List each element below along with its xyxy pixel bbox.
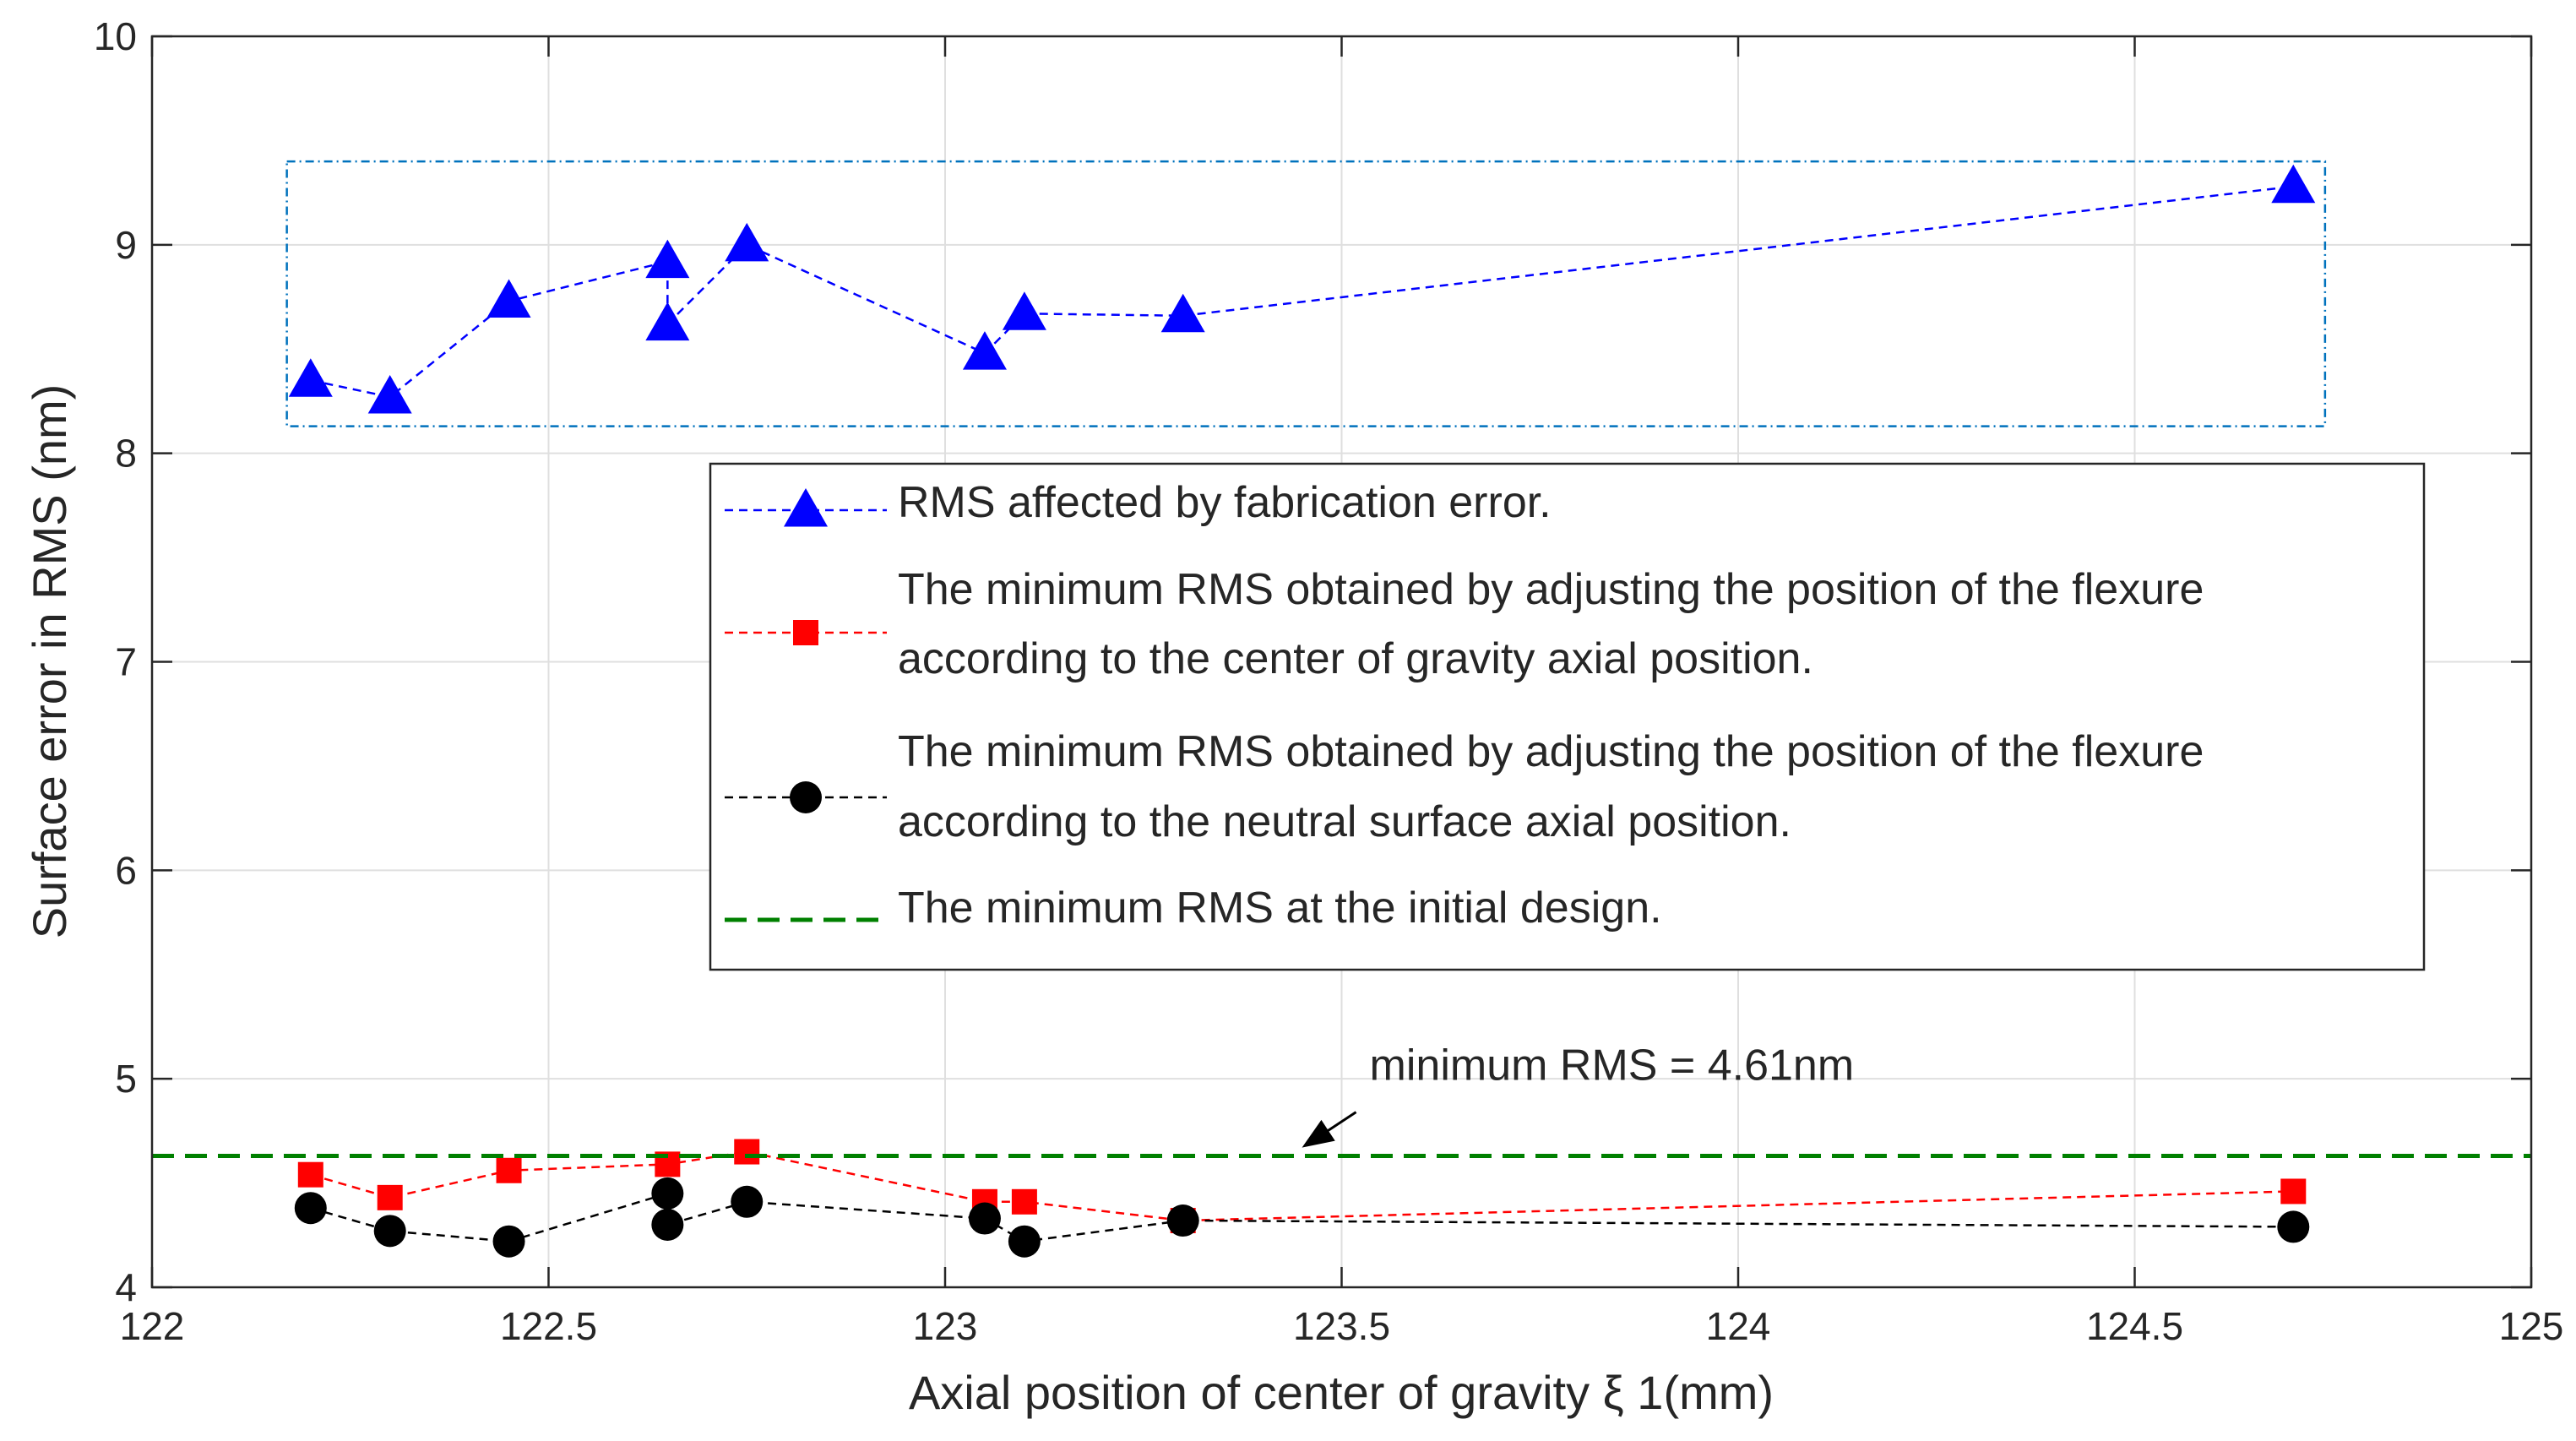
center-of-gravity-point (2280, 1178, 2307, 1204)
x-tick-label: 125 (2499, 1304, 2564, 1348)
fabrication-error-point (486, 279, 531, 318)
fabrication-error-point (725, 222, 769, 262)
neutral-surface-point (492, 1225, 525, 1258)
x-tick-label: 123.5 (1293, 1304, 1390, 1348)
highlight-box (285, 160, 2327, 427)
legend-label-neutral-surface: according to the neutral surface axial p… (898, 797, 1791, 846)
ticks-layer: 122 122.5 123 123.5 124 124.5 125 4 5 6 7 8 9 10 (94, 14, 2564, 1348)
x-axis-label: Axial position of center of gravity ξ 1(… (909, 1366, 1774, 1419)
fabrication-error-point (1160, 293, 1205, 333)
highlight-box-layer (285, 160, 2327, 427)
fabrication-error-point (2271, 164, 2316, 204)
center-of-gravity-point (377, 1184, 403, 1210)
fabrication-error-point (1002, 291, 1046, 330)
y-tick-label: 8 (115, 432, 137, 476)
neutral-surface-point (2277, 1210, 2310, 1243)
fabrication-error-point (288, 358, 333, 397)
neutral-surface-point (731, 1185, 764, 1218)
neutral-surface-point (373, 1215, 406, 1248)
y-tick-label: 7 (115, 640, 137, 684)
fabrication-error-point (367, 375, 412, 414)
fabrication-error-line (310, 185, 2294, 399)
legend-label-neutral-surface: The minimum RMS obtained by adjusting th… (898, 727, 2204, 776)
x-tick-label: 124 (1706, 1304, 1771, 1348)
fabrication-error-point (962, 331, 1007, 370)
neutral-surface-point (1166, 1204, 1199, 1237)
neutral-surface-point (968, 1202, 1001, 1235)
y-tick-label: 9 (115, 223, 137, 267)
legend-marker-neutral-surface (790, 781, 822, 813)
y-tick-label: 6 (115, 848, 137, 892)
y-tick-label: 4 (115, 1265, 137, 1309)
neutral-surface-point (651, 1177, 684, 1210)
center-of-gravity-point (1011, 1188, 1037, 1215)
x-tick-label: 123 (913, 1304, 978, 1348)
legend-marker-center-of-gravity (793, 620, 818, 645)
legend-label-initial-design: The minimum RMS at the initial design. (898, 884, 1662, 933)
x-tick-label: 124.5 (2086, 1304, 2183, 1348)
center-of-gravity-point (496, 1157, 522, 1183)
center-of-gravity-line (310, 1150, 2294, 1222)
annotation-layer: minimum RMS = 4.61nm (1302, 1041, 1855, 1148)
neutral-surface-point (294, 1192, 327, 1225)
y-tick-label: 10 (94, 14, 137, 58)
neutral-surface-point (1008, 1225, 1041, 1258)
legend-label-center-of-gravity: according to the center of gravity axial… (898, 634, 1813, 683)
legend-label-center-of-gravity: The minimum RMS obtained by adjusting th… (898, 565, 2204, 614)
annotation-arrow-head (1302, 1119, 1335, 1148)
legend: RMS affected by fabrication error. The mi… (709, 462, 2426, 971)
y-axis-label: Surface error in RMS (nm) (23, 384, 76, 939)
center-of-gravity-point (734, 1139, 760, 1165)
fabrication-error-point (645, 239, 690, 279)
fabrication-error-point (645, 302, 690, 341)
annotation-text: minimum RMS = 4.61nm (1370, 1041, 1855, 1090)
x-tick-label: 122.5 (500, 1304, 597, 1348)
legend-marker-fabrication-error (784, 488, 828, 527)
legend-box (709, 462, 2426, 971)
series-layer (152, 164, 2531, 1258)
neutral-surface-point (651, 1208, 684, 1241)
y-tick-label: 5 (115, 1057, 137, 1101)
x-tick-label: 122 (120, 1304, 185, 1348)
legend-label-fabrication-error: RMS affected by fabrication error. (898, 478, 1552, 527)
center-of-gravity-point (297, 1161, 323, 1188)
